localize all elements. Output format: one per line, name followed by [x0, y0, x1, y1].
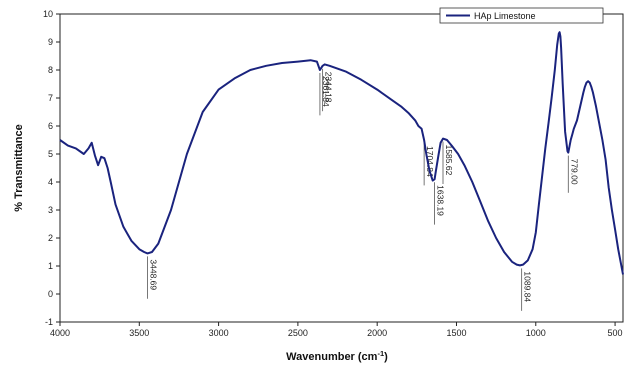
legend-label: HAp Limestone — [474, 11, 536, 21]
series-line — [59, 31, 624, 275]
x-tick-label: 2000 — [367, 328, 387, 338]
y-axis-title: % Transmittance — [13, 124, 25, 211]
y-tick-label: 0 — [48, 289, 53, 299]
y-tick-label: 7 — [48, 93, 53, 103]
annotation-label: 2361.84 — [321, 76, 331, 107]
x-tick-label: 3500 — [129, 328, 149, 338]
annotation-label: 1704.84 — [425, 146, 435, 177]
y-tick-label: 3 — [48, 205, 53, 215]
x-tick-label: 2500 — [288, 328, 308, 338]
y-tick-label: 1 — [48, 261, 53, 271]
axes: 4000 3500 3000 2500 2000 1500 1000 500 -1 0 1 2 3 4 5 6… — [43, 9, 624, 338]
y-tick-label: 2 — [48, 233, 53, 243]
x-tick-label: 3000 — [209, 328, 229, 338]
y-tick-label: 8 — [48, 65, 53, 75]
y-tick-label: 9 — [48, 37, 53, 47]
series-layer — [59, 31, 624, 275]
y-tick-label: 5 — [48, 149, 53, 159]
annotation-label: 2344.18 — [324, 72, 334, 103]
y-tick-label: 10 — [43, 9, 53, 19]
x-axis-title: Wavenumber (cm-1) — [286, 349, 388, 363]
annotation-label: 779.00 — [569, 159, 579, 185]
x-tick-label: 1500 — [446, 328, 466, 338]
annotation-label: 3448.69 — [149, 259, 159, 290]
legend: HAp Limestone — [439, 7, 604, 24]
y-tick-label: 4 — [48, 177, 53, 187]
x-tick-label: 1000 — [526, 328, 546, 338]
x-tick-label: 500 — [608, 328, 623, 338]
y-tick-label: -1 — [45, 317, 53, 327]
annotation-label: 1089.84 — [523, 271, 533, 302]
legend-box — [439, 7, 604, 24]
annotation-label: 1638.19 — [436, 185, 446, 216]
y-tick-label: 6 — [48, 121, 53, 131]
annotation-label: 1585.62 — [444, 145, 454, 176]
x-tick-label: 4000 — [50, 328, 70, 338]
plot-frame — [59, 13, 624, 323]
